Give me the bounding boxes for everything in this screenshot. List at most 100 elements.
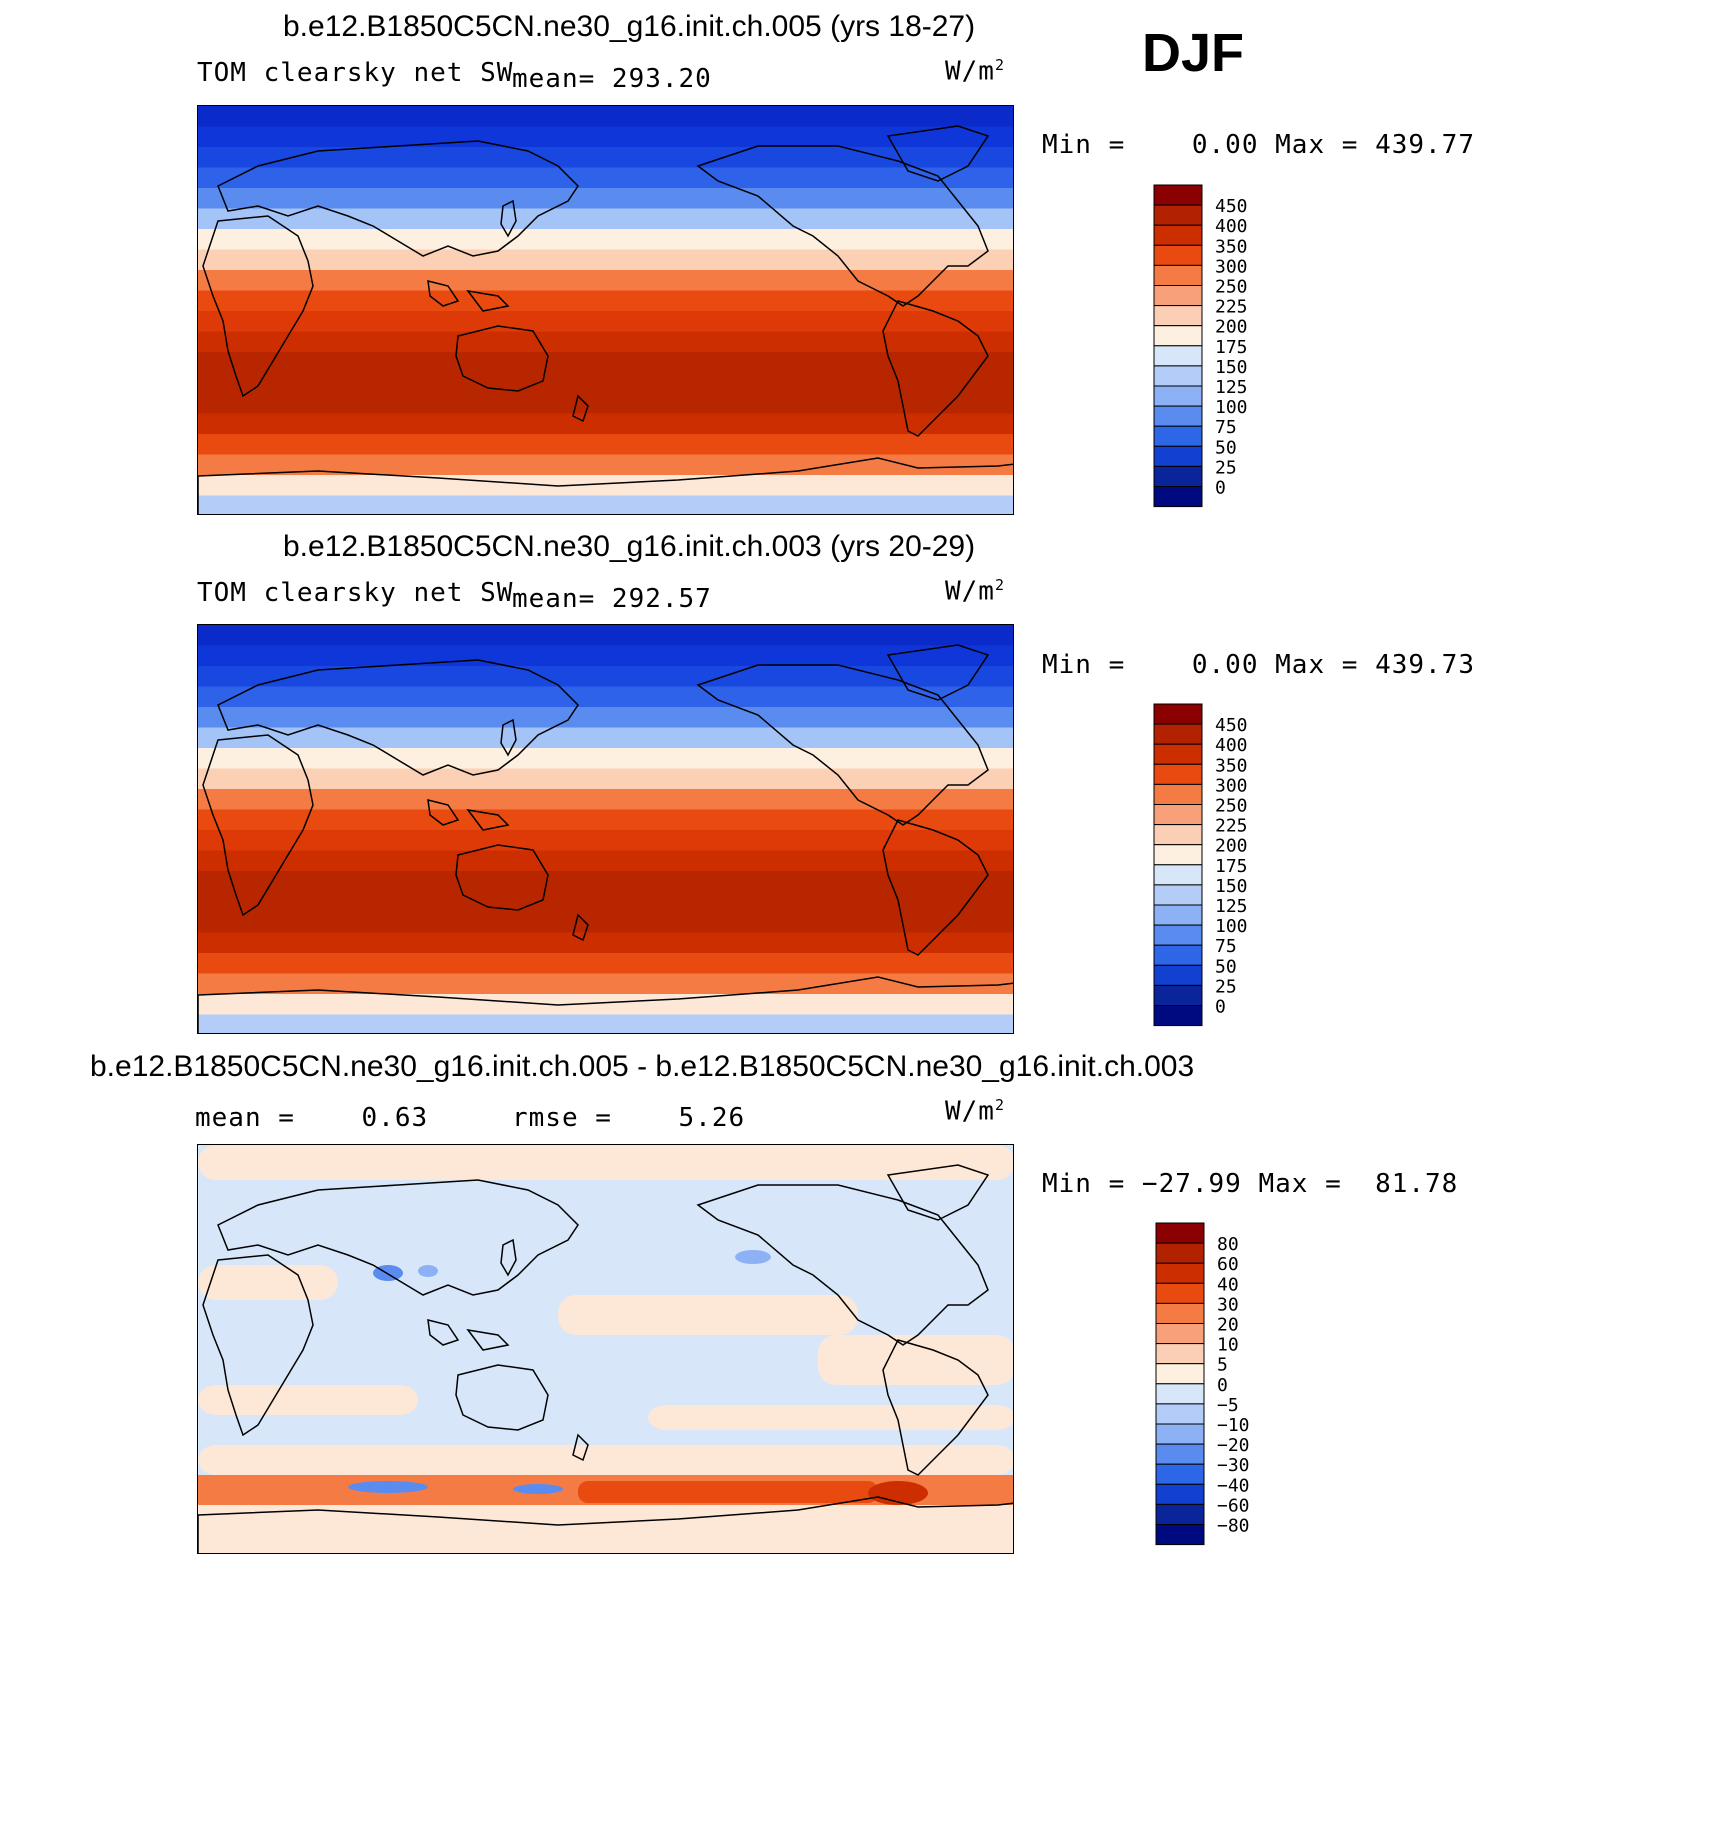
zonal-band	[198, 311, 1013, 333]
coastline	[886, 644, 990, 701]
colorbar-tick-label: 200	[1215, 836, 1248, 857]
zonal-band	[198, 167, 1013, 189]
colorbar-tick-label: 225	[1215, 297, 1248, 318]
panel-1-mean: mean= 293.20	[512, 64, 712, 94]
colorbar-tick-label: 150	[1215, 876, 1248, 897]
coastline	[466, 808, 510, 831]
colorbar-tick-label: −40	[1217, 1475, 1250, 1496]
colorbar-swatch	[1153, 944, 1203, 966]
colorbar-tick-label: −60	[1217, 1495, 1250, 1516]
zonal-band	[198, 727, 1013, 749]
panel-1-colorbar: 450 400 350 300 250 225 200 175 150 125 100 75 50 25 0	[1153, 184, 1313, 515]
coastline	[217, 659, 579, 776]
colorbar-tick-label: 450	[1215, 196, 1248, 217]
colorbar-swatch	[1155, 1242, 1205, 1264]
colorbar-swatch	[1153, 783, 1203, 806]
coastline	[455, 325, 549, 392]
coastline	[572, 913, 589, 942]
panel-3-units: W/m2	[945, 1096, 1005, 1127]
colorbar-swatch	[1155, 1262, 1205, 1284]
zonal-band	[198, 331, 1013, 353]
diff-cold-streak	[513, 1484, 563, 1494]
panel-2-minmax: Min = 0.00 Max = 439.73	[1042, 650, 1475, 680]
colorbar-swatch	[1155, 1302, 1205, 1325]
colorbar-swatch	[1153, 743, 1203, 765]
panel-1-variable-label: TOM clearsky net SW	[197, 58, 514, 88]
panel-1-units: W/m2	[945, 56, 1005, 87]
colorbar-swatch	[1153, 305, 1203, 327]
colorbar-swatch	[1153, 244, 1203, 266]
colorbar-swatch	[1153, 365, 1203, 387]
colorbar-swatch	[1155, 1443, 1205, 1465]
zonal-band	[198, 830, 1013, 852]
diff-cold-streak	[348, 1481, 428, 1493]
coastline	[572, 394, 589, 423]
colorbar-swatch	[1153, 385, 1203, 407]
colorbar-tick-label: −5	[1217, 1395, 1239, 1416]
colorbar-swatch	[1153, 964, 1203, 986]
zonal-band	[198, 475, 1013, 497]
coastline	[882, 1339, 989, 1476]
panel-2-units: W/m2	[945, 576, 1005, 607]
colorbar-tick-label: 25	[1215, 457, 1237, 478]
diff-warm-patch	[648, 1405, 1013, 1430]
panel-3-colorbar: 80 60 40 30 20 10 5 0 −5 −10 −20 −30 −40 −60 −80	[1155, 1222, 1315, 1553]
colorbar-swatch	[1155, 1222, 1205, 1244]
colorbar-swatch	[1155, 1463, 1205, 1485]
colorbar-tick-label: 60	[1217, 1254, 1239, 1275]
colorbar-tick-label: 175	[1215, 856, 1248, 877]
zonal-band	[198, 686, 1013, 708]
colorbar-tick-label: 0	[1215, 478, 1226, 499]
colorbar-tick-label: 100	[1215, 397, 1248, 418]
colorbar-swatch	[1153, 325, 1203, 347]
colorbar-swatch	[1153, 824, 1203, 846]
colorbar-tick-label: 75	[1215, 417, 1237, 438]
coastline	[202, 1254, 314, 1437]
colorbar-tick-label: 0	[1215, 997, 1226, 1018]
zonal-band	[198, 645, 1013, 667]
panel-1-map-field	[198, 106, 1013, 514]
coastline	[572, 1433, 589, 1462]
panel-1-title: b.e12.B1850C5CN.ne30_g16.init.ch.005 (yr…	[283, 10, 976, 43]
panel-3-mean: mean = 0.63	[195, 1103, 429, 1133]
panel-2-colorbar: 450 400 350 300 250 225 200 175 150 125 100 75 50 25 0	[1153, 703, 1313, 1034]
zonal-band	[198, 290, 1013, 312]
diff-warm-patch	[198, 1145, 1013, 1180]
colorbar-swatch	[1155, 1323, 1205, 1345]
panel-2-units-base: W/m	[945, 576, 995, 607]
colorbar-swatch	[1153, 445, 1203, 467]
colorbar-swatch	[1153, 904, 1203, 926]
zonal-band	[198, 953, 1013, 975]
colorbar-swatch	[1153, 465, 1203, 487]
coastline	[886, 1164, 990, 1221]
coastline	[198, 1496, 1013, 1553]
coastline	[427, 280, 460, 307]
zonal-band	[198, 106, 1013, 128]
coastline	[217, 1179, 579, 1296]
colorbar-tick-label: 0	[1217, 1375, 1228, 1396]
colorbar-tick-label: −20	[1217, 1435, 1250, 1456]
colorbar-swatch	[1155, 1343, 1205, 1365]
coastline	[886, 125, 990, 182]
diff-cold-patch	[418, 1265, 438, 1277]
diff-warm-patch	[198, 1265, 338, 1300]
colorbar-tick-label: 10	[1217, 1335, 1239, 1356]
colorbar-tick-label: 300	[1215, 775, 1248, 796]
panel-1-minmax: Min = 0.00 Max = 439.77	[1042, 130, 1475, 160]
colorbar-tick-label: 350	[1215, 236, 1248, 257]
zonal-band	[198, 891, 1013, 913]
colorbar-tick-label: −80	[1217, 1516, 1250, 1537]
coastline	[696, 145, 989, 307]
colorbar-tick-label: 200	[1215, 317, 1248, 338]
colorbar-swatch	[1153, 184, 1203, 206]
zonal-band	[198, 973, 1013, 995]
colorbar-swatch	[1153, 703, 1203, 725]
colorbar-tick-label: 175	[1215, 337, 1248, 358]
zonal-band	[198, 809, 1013, 831]
panel-3-map	[197, 1144, 1014, 1554]
diff-warm-patch	[818, 1335, 1013, 1385]
zonal-band	[198, 912, 1013, 934]
coastline	[882, 819, 989, 956]
